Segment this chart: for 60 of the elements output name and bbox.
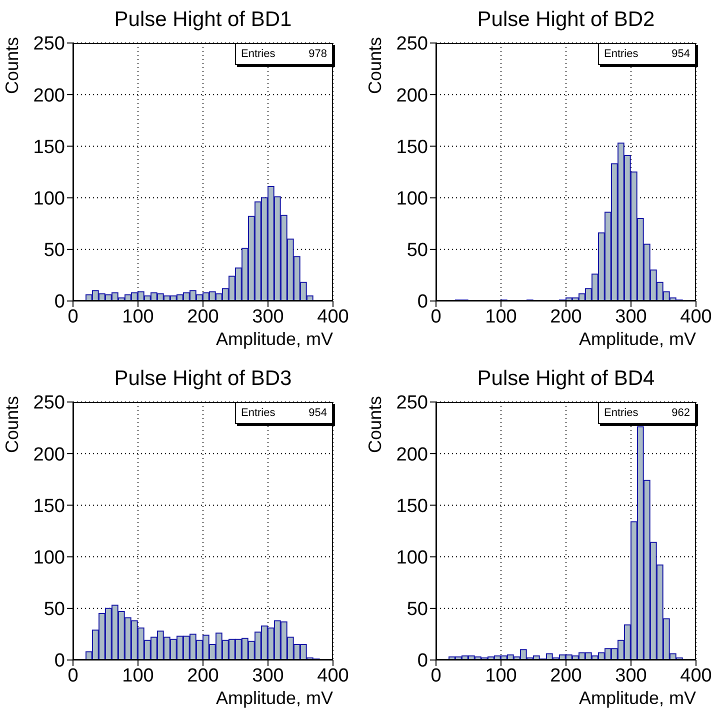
chart-title: Pulse Hight of BD2 [476,8,656,32]
x-axis-title: Amplitude, mV [216,329,333,350]
y-tick-label: 200 [396,444,428,466]
x-tick-label: 0 [68,665,78,686]
x-tick-label: 400 [680,665,712,686]
text: Entries 962 [604,407,690,419]
x-tick-label: 200 [187,306,219,328]
x-axis-title: Amplitude, mV [216,688,333,709]
y-tick-label: 250 [396,34,428,55]
y-axis-title: Counts [365,396,386,454]
x-tick-label: 100 [485,665,517,686]
x-tick-label: 0 [430,665,442,686]
y-tick-label: 50 [44,599,65,620]
y-tick-label: 200 [33,85,65,106]
x-tick-label: 200 [550,665,582,686]
y-tick-label: 50 [406,240,428,262]
y-axis-title: Counts [2,37,23,94]
x-tick-label: 200 [187,665,219,686]
y-tick-label: 50 [406,599,428,620]
x-tick-label: 100 [485,306,517,328]
x-tick-label: 400 [317,665,349,686]
x-axis-title: Amplitude, mV [578,688,696,709]
x-tick-label: 200 [550,306,582,328]
y-tick-label: 100 [396,188,428,210]
y-tick-label: 250 [33,34,65,55]
y-tick-label: 0 [417,292,428,313]
x-tick-label: 300 [615,306,647,328]
y-tick-label: 150 [396,136,428,158]
chart-title: Pulse Hight of BD3 [113,367,293,391]
y-tick-label: 250 [396,392,428,414]
y-tick-label: 150 [33,136,65,158]
chart-title: Pulse Hight of BD1 [113,8,293,32]
text: Entries 954 [241,407,327,419]
y-tick-label: 0 [417,650,428,672]
y-tick-label: 0 [54,292,65,313]
x-tick-label: 100 [122,306,154,328]
x-tick-label: 100 [122,665,154,686]
text: Entries 978 [241,48,327,60]
y-tick-label: 50 [44,240,65,262]
y-tick-label: 0 [54,650,65,672]
x-tick-label: 400 [317,306,349,328]
x-tick-label: 0 [68,306,78,328]
y-tick-label: 100 [396,548,428,569]
y-tick-label: 150 [396,496,428,517]
y-tick-label: 100 [33,188,65,210]
x-tick-label: 0 [430,306,442,328]
x-axis-title: Amplitude, mV [578,329,696,350]
y-tick-label: 250 [33,392,65,414]
y-axis-title: Counts [365,37,386,94]
chart-title: Pulse Hight of BD4 [476,367,656,391]
text: Entries 954 [604,48,690,60]
x-tick-label: 300 [252,306,284,328]
x-tick-label: 300 [615,665,647,686]
y-axis-title: Counts [2,396,23,454]
x-tick-label: 400 [680,306,712,328]
y-tick-label: 200 [396,85,428,106]
y-tick-label: 150 [33,496,65,517]
y-tick-label: 100 [33,548,65,569]
x-tick-label: 300 [252,665,284,686]
y-tick-label: 200 [33,444,65,466]
